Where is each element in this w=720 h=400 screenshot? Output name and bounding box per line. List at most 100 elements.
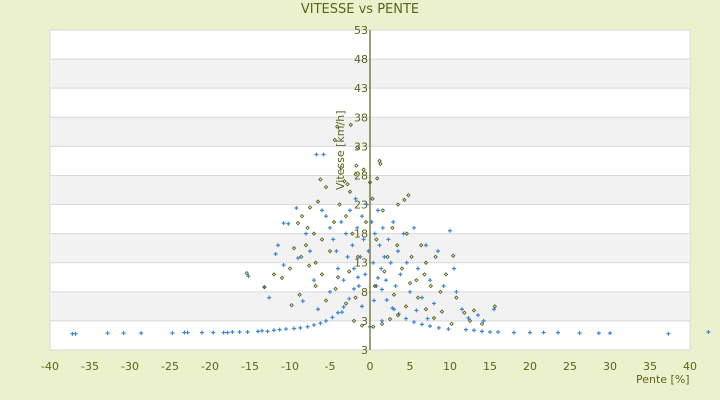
data-point-plus [121,331,126,336]
data-point-plus [396,249,400,254]
data-point-plus [372,298,376,303]
data-point-plus [452,266,456,271]
x-tick-label: 35 [643,360,657,373]
data-point-plus [328,225,332,230]
data-point-plus [377,243,382,248]
data-point-plus [446,327,451,332]
data-point-plus [281,221,286,226]
y-tick-label: 43 [354,82,368,95]
data-point-diamond [295,220,301,226]
data-point-plus [256,329,260,334]
data-point-plus [200,330,204,335]
data-point-diamond [443,272,449,277]
data-point-plus [666,331,671,336]
data-point-plus [412,320,416,325]
data-point-plus [414,308,419,313]
x-tick-label: 5 [407,360,414,373]
data-point-diamond [378,161,383,167]
data-point-diamond [428,283,434,289]
data-point-plus [420,322,424,327]
data-point-plus [492,307,496,312]
data-point-plus [420,295,424,300]
data-point-plus [706,329,711,334]
data-point-plus [230,329,235,334]
data-point-diamond [406,192,411,198]
data-point-plus [464,327,468,332]
data-point-plus [384,297,389,302]
data-point-diamond [299,213,305,219]
data-point-diamond [391,292,397,297]
data-point-diamond [370,196,375,201]
data-point-diamond [450,253,456,258]
x-tick-label: 30 [603,360,617,373]
data-point-diamond [313,260,318,265]
data-point-diamond [418,243,424,248]
data-point-plus [428,278,432,283]
data-point-plus [314,152,319,157]
data-point-plus [294,206,299,211]
data-point-plus [608,331,612,336]
data-point-diamond [318,177,323,182]
data-point-plus [398,272,403,277]
data-point-plus [265,329,270,334]
data-point-diamond [379,321,385,327]
data-point-plus [556,330,560,335]
data-point-plus [412,225,416,230]
data-point-plus [245,329,250,334]
y-tick-label: 18 [354,228,368,241]
data-point-diamond [407,280,413,286]
data-point-plus [488,329,492,334]
data-point-plus [330,315,335,320]
x-tick-label: 25 [563,360,577,373]
data-point-plus [371,260,376,265]
data-point-plus [424,243,428,248]
data-point-plus [364,202,369,207]
data-point-plus [304,231,308,236]
data-point-diamond [297,292,302,297]
data-point-diamond [431,315,437,321]
data-point-plus [321,152,326,157]
y-tick-label: 53 [354,24,368,37]
data-point-plus [454,289,459,294]
data-point-diamond [279,275,285,281]
data-point-plus [336,310,340,315]
data-point-plus [260,328,264,333]
data-point-plus [404,260,409,265]
data-point-diamond [449,321,454,327]
data-point-plus [360,304,364,309]
data-point-diamond [348,122,354,128]
data-point-plus [341,304,346,309]
y-tick-label: 13 [354,257,368,270]
data-point-diamond [323,298,329,303]
data-point-plus [361,237,366,242]
data-point-plus [105,331,110,336]
data-point-plus [408,289,412,294]
data-point-diamond [374,237,379,242]
data-point-plus [225,330,230,335]
data-point-diamond [395,202,401,207]
data-point-plus [316,307,320,312]
x-tick-label: -25 [161,360,179,373]
data-point-plus [320,208,324,213]
x-tick-label: -5 [325,360,336,373]
data-point-diamond [415,295,421,300]
y-axis-label: Vitesse [km/h] [334,111,347,191]
data-point-diamond [327,248,333,254]
data-point-plus [416,266,420,271]
data-point-diamond [454,295,459,300]
data-point-diamond [439,309,445,314]
data-point-plus [237,329,242,334]
y-tick-label: 23 [354,199,368,212]
x-tick-label: 15 [483,360,497,373]
data-point-diamond [409,254,414,260]
data-point-diamond [315,199,321,204]
data-point-plus [267,295,272,300]
y-tick-label: 33 [354,140,368,153]
data-point-plus [363,272,368,277]
data-point-diamond [422,272,427,277]
data-point-plus [211,330,216,335]
data-point-plus [528,330,532,335]
data-point-plus [380,287,384,292]
data-point-diamond [287,266,293,271]
